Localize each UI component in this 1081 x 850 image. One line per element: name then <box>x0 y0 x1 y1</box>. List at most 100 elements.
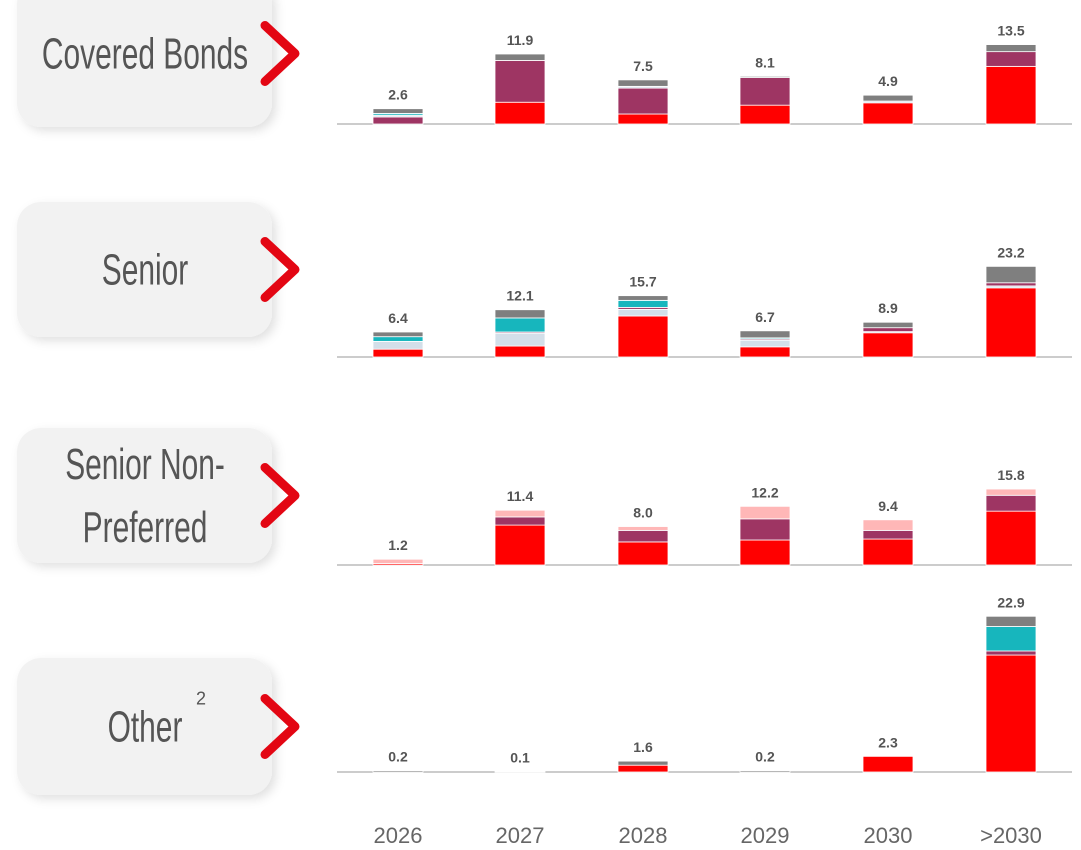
bar-segment <box>739 104 791 125</box>
bar-segment <box>372 558 424 564</box>
bar-segment <box>985 65 1037 125</box>
total-label: 4.9 <box>878 73 898 89</box>
total-label: 13.5 <box>997 23 1024 39</box>
x-tick-label: >2030 <box>980 823 1042 848</box>
bar-segment <box>739 77 791 106</box>
chevron <box>260 463 300 528</box>
total-label: 2.3 <box>878 734 898 750</box>
bar-segment <box>494 60 546 103</box>
bar-segment <box>985 650 1037 656</box>
bar-segment <box>985 654 1037 773</box>
bar-segment <box>617 529 669 543</box>
chevron <box>260 694 300 759</box>
bar-segment <box>862 538 914 566</box>
bar-segment <box>985 265 1037 284</box>
total-label: 6.4 <box>388 310 408 326</box>
bar-segment <box>862 327 914 333</box>
bar-segment <box>862 102 914 125</box>
bar-segment <box>862 529 914 540</box>
bar-segment <box>985 287 1037 358</box>
chevron <box>260 237 300 302</box>
total-label: 0.2 <box>388 749 408 765</box>
bar-segment <box>372 336 424 342</box>
bar-segment <box>494 770 546 773</box>
bar-segment <box>617 79 669 87</box>
bar-segment <box>494 53 546 61</box>
bar-segment <box>617 315 669 358</box>
bar-segment <box>617 87 669 115</box>
bar-segment <box>494 509 546 518</box>
total-label: 23.2 <box>997 244 1024 260</box>
x-tick-label: 2027 <box>496 823 545 848</box>
x-tick-label: 2028 <box>619 823 668 848</box>
bar-segment <box>372 108 424 114</box>
bar-segment <box>985 494 1037 512</box>
total-label: 0.2 <box>755 749 775 765</box>
total-label: 8.1 <box>755 54 775 70</box>
bar-segment <box>739 539 791 566</box>
bar-segment <box>862 94 914 102</box>
total-label: 9.4 <box>878 498 898 514</box>
bar-segment <box>372 116 424 125</box>
bar-segment <box>372 770 424 773</box>
panel-title: Senior Non- <box>65 439 225 488</box>
panel-title: Covered Bonds <box>42 29 248 78</box>
total-label: 8.0 <box>633 505 653 521</box>
bar-segment <box>494 317 546 333</box>
bar-segment <box>494 516 546 526</box>
total-label: 12.1 <box>506 288 533 304</box>
bar-segment <box>985 44 1037 53</box>
total-label: 15.7 <box>629 274 656 290</box>
label-box <box>17 658 272 795</box>
title-group: Preferred <box>83 502 208 551</box>
panel-title: Senior <box>102 245 188 294</box>
bar-segment <box>494 332 546 347</box>
total-label: 7.5 <box>633 58 653 74</box>
footnote: 2 <box>196 689 206 709</box>
total-label: 11.9 <box>507 32 534 48</box>
bar-segment <box>739 75 791 78</box>
bar-segment <box>494 101 546 125</box>
bar-segment <box>372 348 424 358</box>
bar-segment <box>617 113 669 125</box>
x-tick-label: 2029 <box>741 823 790 848</box>
bar-segment <box>985 615 1037 627</box>
total-label: 22.9 <box>997 594 1024 610</box>
bar-segment <box>985 626 1037 652</box>
bar-segment <box>617 299 669 308</box>
total-label: 12.2 <box>751 484 778 500</box>
bar-segment <box>372 340 424 350</box>
total-label: 8.9 <box>878 300 898 316</box>
total-label: 15.8 <box>997 467 1024 483</box>
bar-segment <box>739 346 791 358</box>
total-label: 0.1 <box>510 749 530 765</box>
total-label: 6.7 <box>755 309 775 325</box>
label-box <box>17 0 272 127</box>
bar-segment <box>739 505 791 520</box>
label-box <box>17 428 272 563</box>
label-box <box>17 202 272 337</box>
bar-segment <box>862 519 914 531</box>
panel-title: Other <box>108 702 183 751</box>
bar-segment <box>617 308 669 317</box>
bar-segment <box>617 526 669 531</box>
bar-segment <box>862 332 914 358</box>
bar-segment <box>739 518 791 541</box>
bar-segment <box>862 755 914 773</box>
title-group: Other <box>108 702 183 751</box>
total-label: 1.6 <box>633 739 653 755</box>
bar-segment <box>494 345 546 358</box>
x-tick-label: 2026 <box>374 823 423 848</box>
bar-segment <box>494 309 546 319</box>
title-group: Senior <box>102 245 188 294</box>
bar-segment <box>617 764 669 773</box>
bar-segment <box>985 488 1037 496</box>
bar-segment <box>617 295 669 301</box>
bar-segment <box>372 331 424 338</box>
title-group: Covered Bonds <box>42 29 248 78</box>
panel-title: Preferred <box>83 502 208 551</box>
bar-segment <box>985 51 1037 67</box>
title-group: Senior Non- <box>65 439 225 488</box>
bar-segment <box>617 541 669 566</box>
